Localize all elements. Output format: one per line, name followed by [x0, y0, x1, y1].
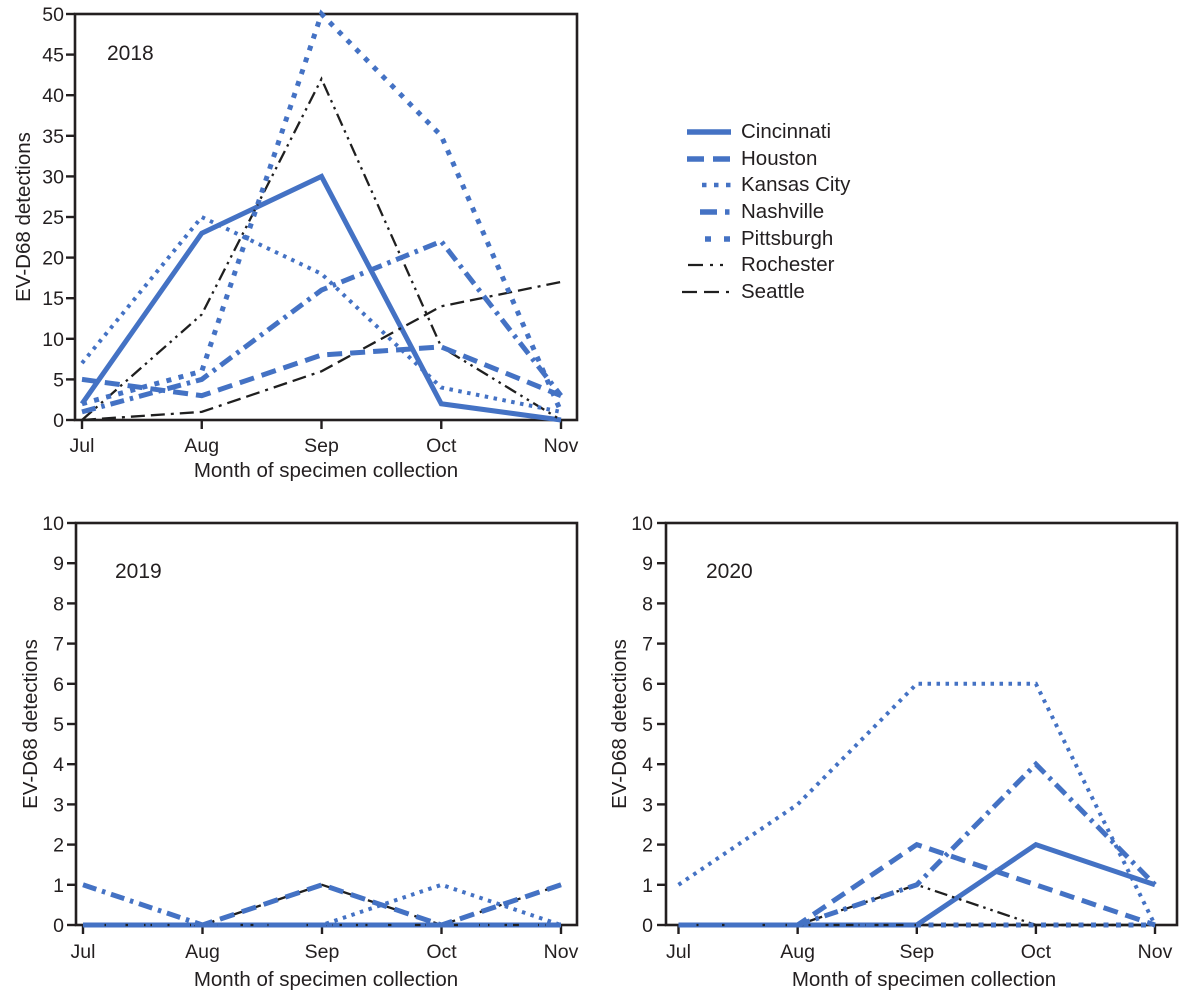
x-tick-label: Jul: [666, 941, 691, 963]
series-line-seattle: [81, 280, 562, 422]
y-tick-label: 2: [642, 835, 653, 857]
legend-label: Kansas City: [741, 173, 851, 197]
chart-panel-2020: 0 1 2 3 4 5 6 7 8 9 10 Jul Aug Sep Oct Nov 2020 Month of …: [585, 500, 1185, 995]
legend-swatch-kansas_city-icon: [702, 183, 731, 188]
y-tick-label: 8: [53, 593, 64, 615]
y-axis-title: EV-D68 detections: [12, 132, 35, 302]
legend: Cincinnati Houston Kansas City Nashville Pit…: [680, 119, 850, 305]
x-tick-label: Nov: [1138, 941, 1173, 963]
x-tick-label: Nov: [544, 941, 579, 963]
series-line-nashville: [82, 882, 561, 928]
x-tick-label: Oct: [1021, 941, 1052, 963]
x-tick-label: Sep: [305, 941, 340, 963]
legend-item-nashville: Nashville: [680, 199, 850, 226]
y-tick-label: 10: [42, 513, 64, 535]
legend-item-cincinnati: Cincinnati: [680, 119, 850, 146]
series-line-rochester: [678, 883, 1155, 927]
x-tick-label: Aug: [185, 941, 220, 963]
y-tick-label: 35: [42, 126, 64, 148]
y-tick-label: 20: [42, 248, 64, 270]
y-tick-label: 3: [53, 794, 64, 816]
legend-label: Seattle: [741, 279, 805, 303]
legend-item-kansas_city: Kansas City: [680, 172, 850, 199]
legend-swatch-rochester-icon: [688, 264, 731, 267]
legend-label: Nashville: [741, 200, 825, 224]
y-tick-label: 0: [642, 915, 653, 937]
y-tick-label: 4: [53, 754, 64, 776]
y-tick-label: 50: [42, 4, 64, 26]
year-label: 2020: [706, 560, 753, 583]
chart-canvas-2019: 0 1 2 3 4 5 6 7 8 9 10 Jul Aug Sep Oct Nov 2019 Month of …: [19, 513, 579, 991]
x-tick-label: Oct: [426, 435, 457, 457]
legend-item-seattle: Seattle: [680, 279, 850, 306]
chart-canvas-2018: 0 5 10 15 20 25 30 35 40 45 50 Jul Aug Sep Oct Nov 2018 M…: [12, 4, 579, 482]
y-tick-label: 5: [642, 714, 653, 736]
y-tick-label: 1: [53, 875, 64, 897]
legend-swatch-nashville-icon: [700, 209, 731, 215]
y-tick-label: 5: [53, 369, 64, 391]
series-line-cincinnati: [79, 173, 562, 423]
legend-swatch-seattle-icon: [682, 290, 731, 294]
legend-label: Cincinnati: [741, 120, 832, 144]
series-line-seattle: [83, 883, 562, 927]
legend-item-pittsburgh: Pittsburgh: [680, 225, 850, 252]
year-label: 2018: [107, 42, 154, 65]
x-axis-title: Month of specimen collection: [792, 968, 1056, 991]
plot-border: [74, 521, 579, 927]
x-tick-label: Sep: [304, 435, 339, 457]
legend-item-rochester: Rochester: [680, 252, 850, 279]
legend-label: Pittsburgh: [741, 226, 834, 250]
legend-swatch-houston-icon: [687, 156, 731, 162]
legend-item-houston: Houston: [680, 146, 850, 173]
y-tick-label: 0: [53, 410, 64, 432]
y-tick-label: 7: [642, 634, 653, 656]
y-tick-label: 9: [642, 553, 653, 575]
x-axis-title: Month of specimen collection: [194, 968, 458, 991]
y-tick-label: 45: [42, 45, 64, 67]
y-tick-label: 25: [42, 207, 64, 229]
x-tick-label: Aug: [184, 435, 219, 457]
series-line-pittsburgh: [81, 9, 564, 413]
x-tick-label: Jul: [71, 941, 96, 963]
y-tick-label: 10: [42, 329, 64, 351]
y-tick-label: 7: [53, 634, 64, 656]
legend-label: Houston: [741, 146, 818, 170]
x-tick-label: Sep: [899, 941, 934, 963]
y-tick-label: 8: [642, 593, 653, 615]
chart-panel-2018: 0 5 10 15 20 25 30 35 40 45 50 Jul Aug Sep Oct Nov 2018 M…: [0, 0, 600, 500]
y-tick-label: 6: [53, 674, 64, 696]
y-tick-label: 5: [53, 714, 64, 736]
x-tick-label: Nov: [544, 435, 579, 457]
series-line-houston: [81, 344, 562, 399]
series-line-houston: [83, 882, 562, 928]
year-label: 2019: [115, 560, 162, 583]
y-tick-label: 2: [53, 835, 64, 857]
legend-swatch-pittsburgh-icon: [705, 235, 731, 242]
y-tick-label: 30: [42, 166, 64, 188]
chart-canvas-2020: 0 1 2 3 4 5 6 7 8 9 10 Jul Aug Sep Oct Nov 2020 Month of …: [608, 513, 1179, 991]
series-line-kansas_city: [677, 681, 1157, 926]
y-tick-label: 10: [631, 513, 653, 535]
y-tick-label: 9: [53, 553, 64, 575]
y-tick-label: 3: [642, 794, 653, 816]
y-tick-label: 1: [642, 875, 653, 897]
x-tick-label: Aug: [780, 941, 815, 963]
legend-swatch-cincinnati-icon: [687, 129, 731, 136]
y-tick-label: 40: [42, 85, 64, 107]
series-line-rochester: [81, 76, 562, 421]
series-line-nashville: [81, 238, 563, 415]
series-line-kansas_city: [83, 882, 562, 927]
y-tick-label: 6: [642, 674, 653, 696]
chart-panel-2019: 0 1 2 3 4 5 6 7 8 9 10 Jul Aug Sep Oct Nov 2019 Month of …: [0, 500, 600, 995]
y-tick-label: 15: [42, 288, 64, 310]
y-axis-title: EV-D68 detections: [19, 639, 42, 809]
y-axis-title: EV-D68 detections: [608, 639, 631, 809]
x-tick-label: Jul: [70, 435, 95, 457]
y-tick-label: 4: [642, 754, 653, 776]
legend-label: Rochester: [741, 253, 835, 277]
x-axis-title: Month of specimen collection: [194, 459, 458, 482]
x-tick-label: Oct: [426, 941, 457, 963]
y-tick-label: 0: [53, 915, 64, 937]
